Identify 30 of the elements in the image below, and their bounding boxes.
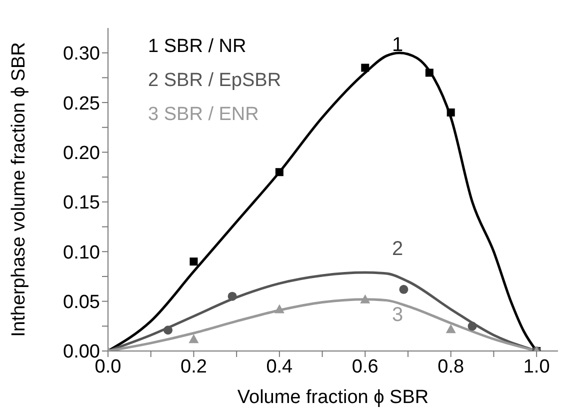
point — [361, 64, 370, 72]
point — [425, 68, 434, 77]
x-axis-title: Volume fraction ϕ SBR — [237, 387, 429, 408]
x-tick-label: 0.4 — [266, 356, 294, 378]
point — [399, 284, 408, 294]
y-tick-label: 0.15 — [63, 192, 100, 214]
point — [228, 292, 237, 301]
y-tick-label: 0.20 — [63, 142, 100, 164]
point — [360, 294, 370, 304]
y-tick-label: 0.05 — [63, 292, 100, 314]
point — [164, 326, 172, 335]
x-tick-label: 1.0 — [523, 356, 550, 378]
y-tick-label: 0.25 — [63, 93, 100, 114]
y-tick-label: 0.10 — [63, 242, 100, 264]
point — [188, 334, 199, 344]
y-tick-label: 0.30 — [63, 44, 100, 65]
annotation: 1 — [392, 34, 404, 56]
point — [190, 258, 198, 266]
x-tick-label: 0.2 — [180, 356, 207, 378]
y-axis-title: Intherphase volume fraction ϕ SBR — [8, 42, 30, 337]
x-tick-label: 0.6 — [352, 356, 378, 378]
x-tick-label: 0.8 — [438, 356, 464, 378]
point — [446, 108, 455, 116]
point — [468, 322, 477, 331]
point — [274, 304, 284, 314]
annotation: 3 — [392, 304, 404, 326]
point — [275, 168, 284, 176]
annotation: 2 — [392, 238, 404, 260]
legend: 1 SBR / NR 2 SBR / EpSBR 3 SBR / ENR — [148, 30, 282, 132]
point — [446, 324, 456, 334]
